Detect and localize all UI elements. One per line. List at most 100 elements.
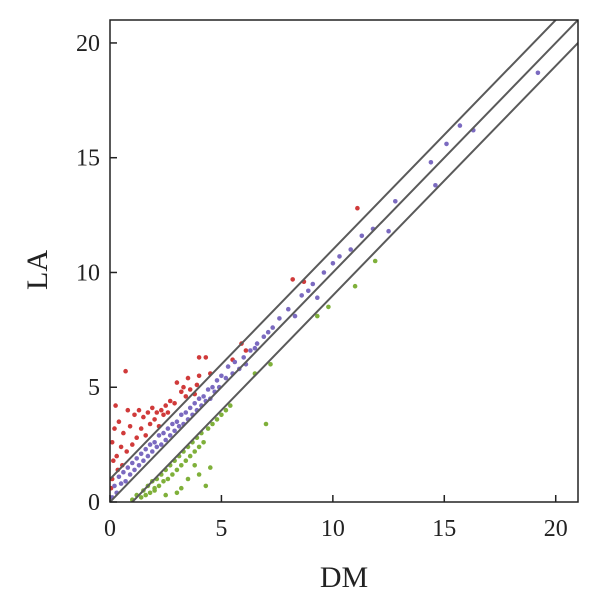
data-point	[310, 281, 316, 287]
data-points-layer	[110, 70, 541, 502]
data-point	[535, 70, 541, 76]
data-point	[185, 476, 191, 482]
data-point	[132, 412, 137, 418]
data-point	[183, 410, 189, 415]
data-point	[112, 483, 117, 489]
data-point	[161, 479, 166, 484]
data-point	[150, 449, 155, 454]
data-point	[179, 389, 184, 395]
data-point	[194, 382, 200, 388]
data-point	[163, 492, 168, 498]
data-point	[167, 398, 173, 404]
series-1	[110, 70, 541, 500]
data-point	[196, 373, 202, 379]
data-point	[170, 472, 175, 477]
data-point	[355, 205, 360, 211]
data-point	[337, 254, 342, 259]
data-point	[125, 465, 131, 470]
data-point	[352, 283, 358, 289]
data-point	[393, 199, 398, 204]
data-point	[145, 410, 151, 415]
data-point	[254, 341, 260, 346]
data-point	[241, 355, 246, 360]
data-point	[261, 334, 267, 340]
data-point	[208, 465, 213, 470]
data-point	[113, 403, 118, 408]
data-point	[196, 355, 202, 360]
data-point	[156, 483, 162, 489]
data-point	[290, 277, 296, 282]
data-point	[214, 378, 220, 383]
data-point	[179, 463, 184, 468]
data-point	[201, 440, 206, 445]
data-point	[263, 421, 269, 427]
data-point	[141, 414, 146, 420]
data-point	[219, 373, 224, 379]
data-point	[154, 410, 160, 415]
data-point	[118, 444, 124, 450]
data-point	[428, 160, 434, 165]
data-point	[359, 233, 365, 239]
series-2	[130, 258, 378, 502]
data-point	[125, 407, 131, 413]
data-point	[181, 384, 186, 390]
data-point	[111, 458, 116, 464]
data-point	[165, 410, 171, 415]
data-point	[159, 442, 164, 447]
data-point	[163, 403, 168, 408]
data-point	[386, 228, 391, 234]
data-point	[201, 394, 206, 399]
data-point	[172, 401, 177, 406]
data-point	[205, 387, 211, 392]
data-point	[143, 492, 148, 498]
data-point	[205, 426, 211, 431]
data-point	[223, 407, 229, 413]
data-point	[203, 483, 209, 489]
y-tick-label: 20	[76, 31, 100, 57]
x-tick-label: 20	[544, 516, 568, 542]
data-point	[123, 479, 128, 484]
x-tick-label: 5	[215, 516, 227, 542]
data-point	[170, 421, 175, 427]
data-point	[174, 419, 180, 425]
y-tick-label: 15	[76, 146, 100, 172]
data-point	[114, 453, 119, 459]
data-point	[138, 451, 144, 457]
data-point	[292, 313, 298, 319]
data-point	[176, 424, 182, 429]
y-tick-label: 5	[88, 375, 100, 401]
x-axis-label: DM	[320, 561, 368, 594]
data-point	[214, 417, 220, 422]
data-point	[134, 456, 139, 461]
x-tick-label: 10	[321, 516, 345, 542]
data-point	[134, 435, 139, 441]
y-axis-label: LA	[21, 250, 54, 290]
data-point	[152, 488, 157, 493]
data-point	[136, 407, 142, 413]
data-point	[315, 313, 320, 319]
data-point	[152, 440, 157, 445]
data-point	[219, 412, 224, 418]
data-point	[252, 345, 258, 351]
data-point	[172, 428, 177, 434]
data-point	[185, 375, 191, 381]
data-point	[187, 453, 193, 459]
data-point	[232, 359, 238, 365]
data-point	[179, 485, 184, 491]
data-point	[123, 368, 128, 374]
data-point	[457, 123, 463, 128]
data-point	[183, 458, 189, 464]
x-tick-label: 15	[432, 516, 456, 542]
data-point	[210, 384, 215, 390]
data-point	[187, 405, 193, 411]
data-point	[248, 348, 253, 353]
data-point	[228, 403, 233, 408]
x-tick-label: 0	[104, 516, 116, 542]
data-point	[143, 446, 148, 452]
data-point	[165, 476, 171, 482]
data-point	[154, 444, 160, 450]
data-point	[196, 396, 202, 402]
y-tick-label: 10	[76, 260, 100, 286]
data-point	[147, 421, 153, 427]
